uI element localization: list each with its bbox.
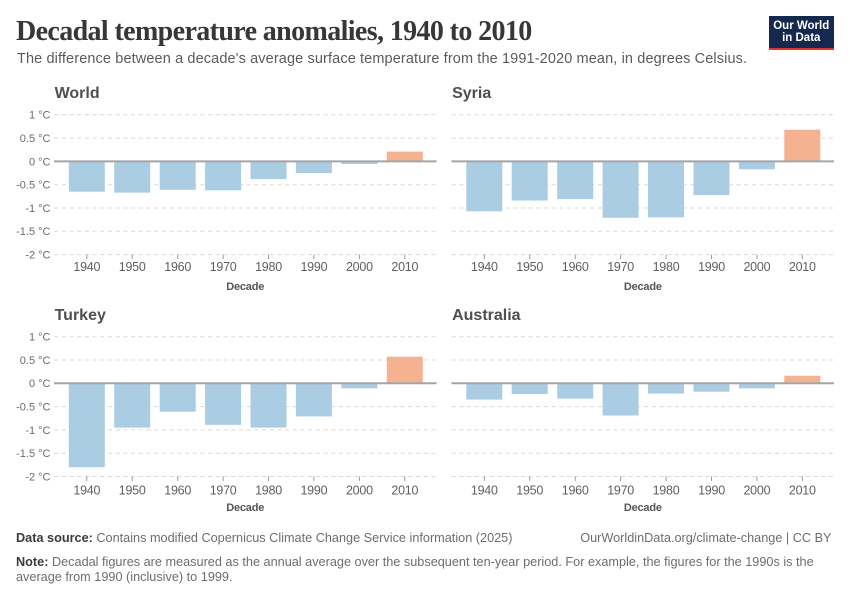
svg-text:2000: 2000 [346,484,373,498]
svg-text:1970: 1970 [607,260,634,274]
svg-text:Decade: Decade [226,502,264,514]
svg-text:-0.5 °C: -0.5 °C [16,402,50,414]
svg-text:1940: 1940 [73,260,100,274]
svg-text:1960: 1960 [562,260,589,274]
svg-text:2000: 2000 [743,260,770,274]
svg-text:-1.5 °C: -1.5 °C [16,448,50,460]
svg-text:0 °C: 0 °C [29,378,51,390]
svg-text:1960: 1960 [164,260,191,274]
svg-text:2010: 2010 [391,484,418,498]
svg-text:1980: 1980 [653,260,680,274]
svg-text:2000: 2000 [346,260,373,274]
svg-text:0.5 °C: 0.5 °C [20,133,51,145]
svg-text:Decade: Decade [624,281,662,293]
svg-text:1970: 1970 [607,484,634,498]
svg-text:2010: 2010 [789,260,816,274]
svg-text:1990: 1990 [698,260,725,274]
svg-text:Decade: Decade [624,502,662,514]
svg-text:1950: 1950 [516,260,543,274]
svg-text:1 °C: 1 °C [29,110,51,122]
svg-text:1980: 1980 [653,484,680,498]
svg-text:Turkey: Turkey [55,307,106,324]
svg-text:1990: 1990 [300,260,327,274]
svg-text:1950: 1950 [119,484,146,498]
svg-text:-2 °C: -2 °C [25,250,50,262]
svg-text:Australia: Australia [452,307,521,324]
svg-text:1 °C: 1 °C [29,332,51,344]
svg-text:1970: 1970 [210,484,237,498]
svg-text:1990: 1990 [698,484,725,498]
svg-text:Decade: Decade [226,281,264,293]
svg-text:1980: 1980 [255,260,282,274]
svg-text:0 °C: 0 °C [29,156,51,168]
svg-text:0.5 °C: 0.5 °C [20,355,51,367]
svg-text:1990: 1990 [300,484,327,498]
svg-text:1980: 1980 [255,484,282,498]
svg-text:1940: 1940 [471,484,498,498]
svg-text:-1 °C: -1 °C [25,425,50,437]
svg-text:1960: 1960 [562,484,589,498]
svg-text:1940: 1940 [73,484,100,498]
svg-text:World: World [55,85,100,102]
svg-text:1940: 1940 [471,260,498,274]
svg-text:-2 °C: -2 °C [25,471,50,483]
svg-text:-1 °C: -1 °C [25,203,50,215]
svg-text:2010: 2010 [789,484,816,498]
svg-text:-0.5 °C: -0.5 °C [16,180,50,192]
svg-text:2000: 2000 [743,484,770,498]
svg-text:1970: 1970 [210,260,237,274]
svg-text:1950: 1950 [516,484,543,498]
svg-text:2010: 2010 [391,260,418,274]
svg-text:1960: 1960 [164,484,191,498]
svg-text:-1.5 °C: -1.5 °C [16,226,50,238]
svg-text:1950: 1950 [119,260,146,274]
svg-text:Syria: Syria [452,85,491,102]
